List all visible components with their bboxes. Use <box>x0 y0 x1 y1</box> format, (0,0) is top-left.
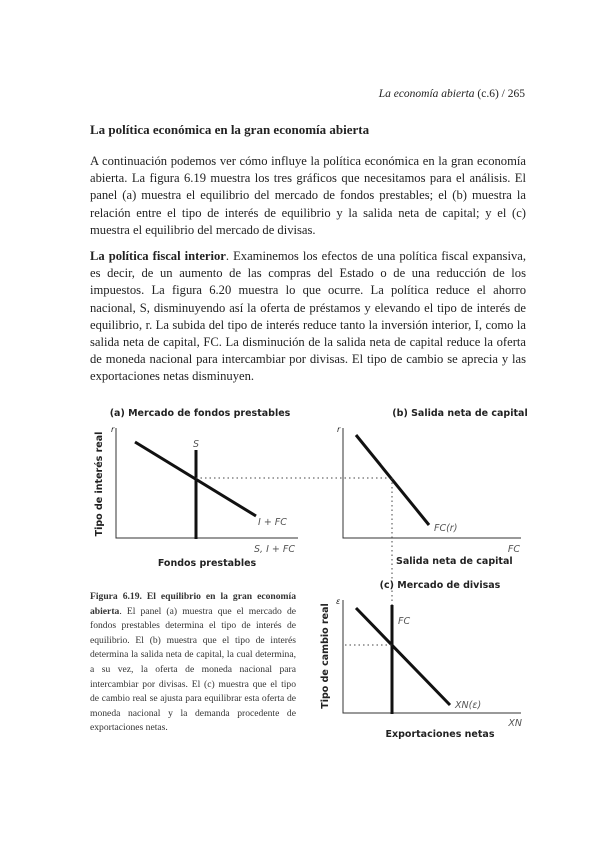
panel-c-y-symbol: ε <box>336 597 341 606</box>
panel-b-y-symbol: r <box>337 425 341 434</box>
panel-c-supply-label: FC <box>398 616 410 627</box>
running-header: La economía abierta (c.6) / 265 <box>379 88 525 100</box>
caption-body: . El panel (a) muestra que el mercado de… <box>90 605 296 734</box>
panel-a-supply-label: S <box>193 439 199 450</box>
panel-a-x-symbol: S, I + FC <box>254 544 295 555</box>
paragraph-intro: A continuación podemos ver cómo influye … <box>90 154 526 237</box>
panel-c-demand-label: XN(ε) <box>454 700 481 711</box>
panel-b-fc-curve <box>354 434 431 526</box>
panel-a-axes <box>115 428 298 539</box>
panel-c-title: (c) Mercado de divisas <box>380 580 501 591</box>
paragraph-lead: La política fiscal interior <box>90 249 226 263</box>
panel-c-x-label: Exportaciones netas <box>386 729 495 740</box>
separator: / <box>501 88 505 100</box>
chapter-ref: (c.6) <box>477 88 499 100</box>
panel-a-y-symbol: r <box>111 425 115 434</box>
panel-c-xn-curve <box>354 606 452 707</box>
panel-b-x-symbol: FC <box>508 544 520 555</box>
panel-b-axes <box>342 428 521 539</box>
panel-a-x-label: Fondos prestables <box>158 558 257 569</box>
panel-c-y-label: Tipo de cambio real <box>320 603 331 709</box>
panel-b-curve-label: FC(r) <box>434 523 457 534</box>
panel-a-demand-label: I + FC <box>258 517 287 528</box>
panel-a-title: (a) Mercado de fondos prestables <box>110 408 291 419</box>
paragraph-body: . Examinemos los efectos de una política… <box>90 249 526 384</box>
figure-caption: Figura 6.19. El equilibrio en la gran ec… <box>90 590 296 736</box>
caption-lead: Figura 6.19. El equilibrio en la gran ec… <box>90 591 296 617</box>
running-title: La economía abierta <box>378 88 475 100</box>
panel-c-x-symbol: XN <box>507 718 522 729</box>
panel-c-axes <box>342 600 521 714</box>
page-number: 265 <box>507 88 525 100</box>
paragraph-fiscal-policy: La política fiscal interior. Examinemos … <box>90 248 526 386</box>
panel-a-y-label: Tipo de interés real <box>94 432 105 537</box>
panel-b-x-label: Salida neta de capital <box>396 556 513 567</box>
panel-b-title: (b) Salida neta de capital <box>392 408 527 419</box>
section-title: La política económica en la gran economí… <box>90 122 370 137</box>
